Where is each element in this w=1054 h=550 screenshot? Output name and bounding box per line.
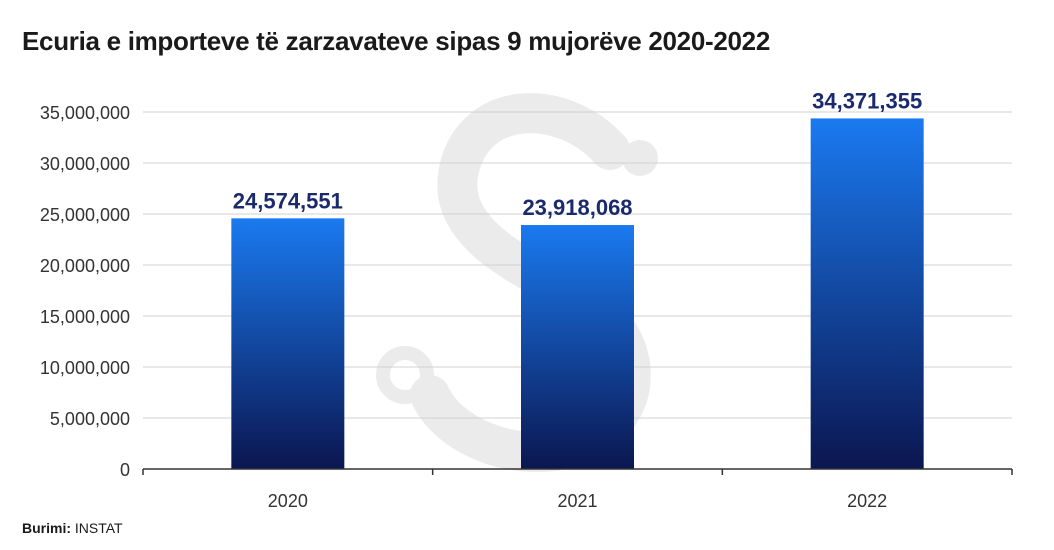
data-label-2021: 23,918,068 bbox=[522, 195, 632, 220]
bar-chart: 0 5,000,000 10,000,000 15,000,000 20,000,000… bbox=[40, 88, 1013, 511]
y-axis-ticks: 0 5,000,000 10,000,000 15,000,000 20,000,000… bbox=[40, 103, 130, 480]
source-label: Burimi: bbox=[22, 520, 71, 536]
y-tick-label: 20,000,000 bbox=[40, 256, 130, 276]
bar-2022 bbox=[810, 118, 924, 470]
y-tick-label: 5,000,000 bbox=[50, 409, 130, 429]
source-value: INSTAT bbox=[74, 520, 123, 536]
source-note: Burimi: INSTAT bbox=[22, 520, 123, 536]
y-tick-label: 30,000,000 bbox=[40, 154, 130, 174]
data-label-2020: 24,574,551 bbox=[233, 188, 343, 213]
y-tick-label: 0 bbox=[120, 460, 130, 480]
bar-2020 bbox=[231, 218, 345, 469]
x-tick-label-2021: 2021 bbox=[557, 491, 597, 511]
chart-title: Ecuria e importeve të zarzavateve sipas … bbox=[22, 26, 770, 56]
x-tick-label-2020: 2020 bbox=[268, 491, 308, 511]
bars bbox=[231, 118, 924, 470]
y-tick-label: 25,000,000 bbox=[40, 205, 130, 225]
y-tick-label: 10,000,000 bbox=[40, 358, 130, 378]
x-axis: 2020 2021 2022 bbox=[142, 468, 1013, 511]
data-label-2022: 34,371,355 bbox=[812, 88, 922, 113]
y-tick-label: 15,000,000 bbox=[40, 307, 130, 327]
x-tick-label-2022: 2022 bbox=[847, 491, 887, 511]
bar-2021 bbox=[521, 225, 634, 469]
y-tick-label: 35,000,000 bbox=[40, 103, 130, 123]
data-labels: 24,574,551 23,918,068 34,371,355 bbox=[233, 88, 922, 220]
